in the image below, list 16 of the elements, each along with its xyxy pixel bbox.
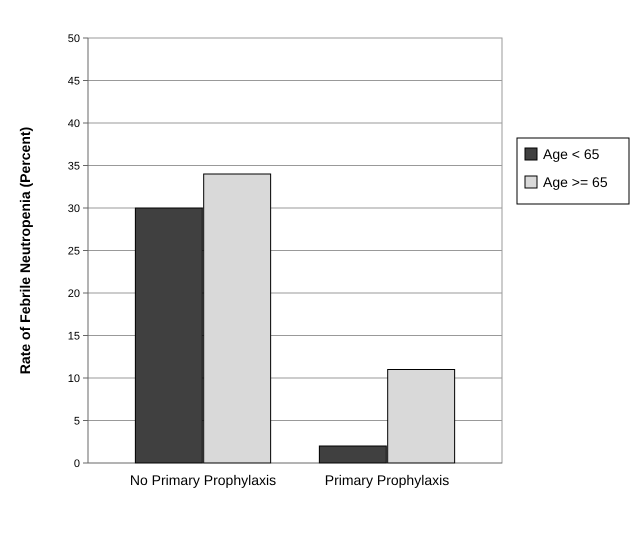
y-tick-label: 35 [68,160,80,172]
y-tick-label: 45 [68,75,80,88]
x-tick-label: No Primary Prophylaxis [130,472,276,488]
y-tick-label: 20 [68,288,80,300]
legend-label: Age >= 65 [543,174,608,190]
legend-label: Age < 65 [543,146,600,162]
y-tick-label: 40 [68,118,80,130]
y-tick-label: 50 [68,32,80,45]
y-axis-title: Rate of Febrile Neutropenia (Percent) [17,126,33,374]
y-tick-label: 0 [74,458,80,470]
y-tick-label: 10 [68,372,80,385]
y-tick-label: 5 [74,415,80,428]
x-tick-label: Primary Prophylaxis [324,472,450,488]
y-tick-label: 30 [68,202,80,215]
y-tick-label: 15 [68,330,80,342]
y-tick-label: 25 [68,245,80,258]
